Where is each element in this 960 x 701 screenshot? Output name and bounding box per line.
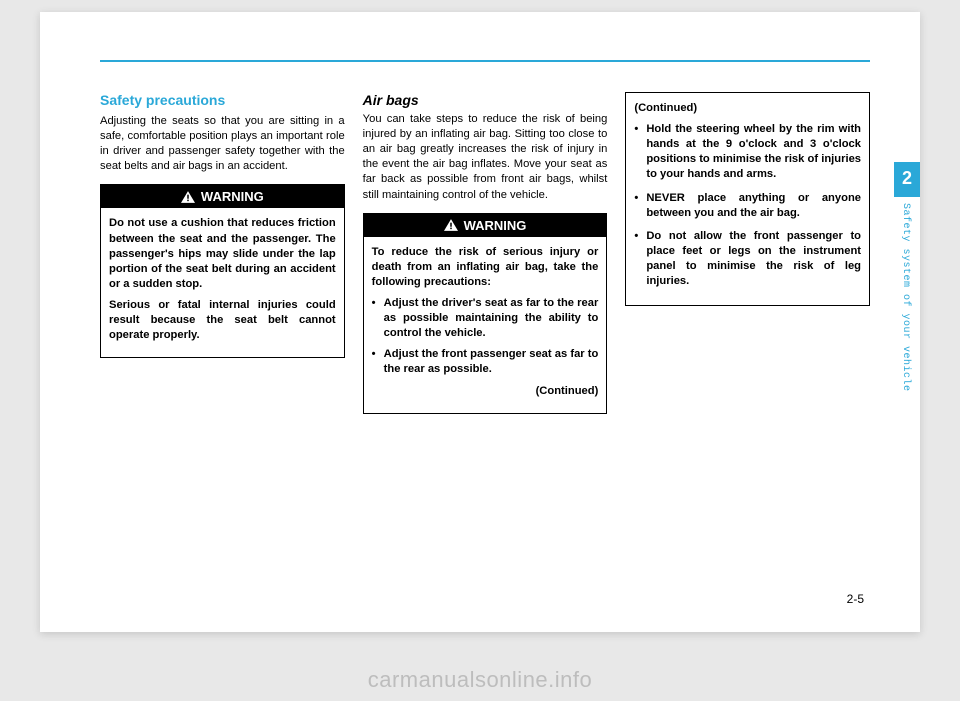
continued-bullet-1: Hold the steering wheel by the rim with … (634, 122, 861, 182)
air-bags-heading: Air bags (363, 92, 608, 108)
chapter-title: Safety system of your vehicle (894, 197, 917, 398)
warning-triangle-icon (181, 191, 195, 203)
safety-precautions-heading: Safety precautions (100, 92, 345, 108)
continued-bullet-2: NEVER place anything or anyone between y… (634, 191, 861, 221)
warning-bullets: Adjust the driver's seat as far to the r… (372, 296, 599, 378)
page-number: 2-5 (847, 592, 864, 606)
content-columns: Safety precautions Adjusting the seats s… (100, 92, 870, 414)
manual-page: Safety precautions Adjusting the seats s… (40, 12, 920, 632)
warning-header: WARNING (364, 214, 607, 237)
continued-box: (Continued) Hold the steering wheel by t… (625, 92, 870, 306)
chapter-tab: 2 Safety system of your vehicle (894, 162, 920, 398)
column-2: Air bags You can take steps to reduce th… (363, 92, 608, 414)
warning-bullet-1: Adjust the driver's seat as far to the r… (372, 296, 599, 341)
continued-heading: (Continued) (634, 101, 861, 116)
column-3: (Continued) Hold the steering wheel by t… (625, 92, 870, 414)
warning-body: To reduce the risk of serious injury or … (364, 237, 607, 413)
continued-bullet-3: Do not allow the front passenger to plac… (634, 229, 861, 289)
continued-bullets: Hold the steering wheel by the rim with … (634, 122, 861, 289)
warning-box-airbag: WARNING To reduce the risk of serious in… (363, 213, 608, 414)
warning-intro: To reduce the risk of serious injury or … (372, 245, 599, 290)
warning-p1: Do not use a cushion that reduces fricti… (109, 216, 336, 292)
continued-label: (Continued) (372, 384, 599, 399)
warning-body: Do not use a cushion that reduces fricti… (101, 208, 344, 357)
warning-header: WARNING (101, 185, 344, 208)
top-rule (100, 60, 870, 62)
warning-bullet-2: Adjust the front passenger seat as far t… (372, 347, 599, 377)
warning-box-cushion: WARNING Do not use a cushion that reduce… (100, 184, 345, 358)
safety-precautions-body: Adjusting the seats so that you are sitt… (100, 114, 345, 174)
warning-label: WARNING (201, 189, 264, 204)
warning-p2: Serious or fatal internal injuries could… (109, 298, 336, 343)
warning-label: WARNING (464, 218, 527, 233)
column-1: Safety precautions Adjusting the seats s… (100, 92, 345, 414)
warning-triangle-icon (444, 219, 458, 231)
watermark: carmanualsonline.info (368, 667, 593, 693)
air-bags-body: You can take steps to reduce the risk of… (363, 112, 608, 203)
chapter-number: 2 (894, 162, 920, 197)
